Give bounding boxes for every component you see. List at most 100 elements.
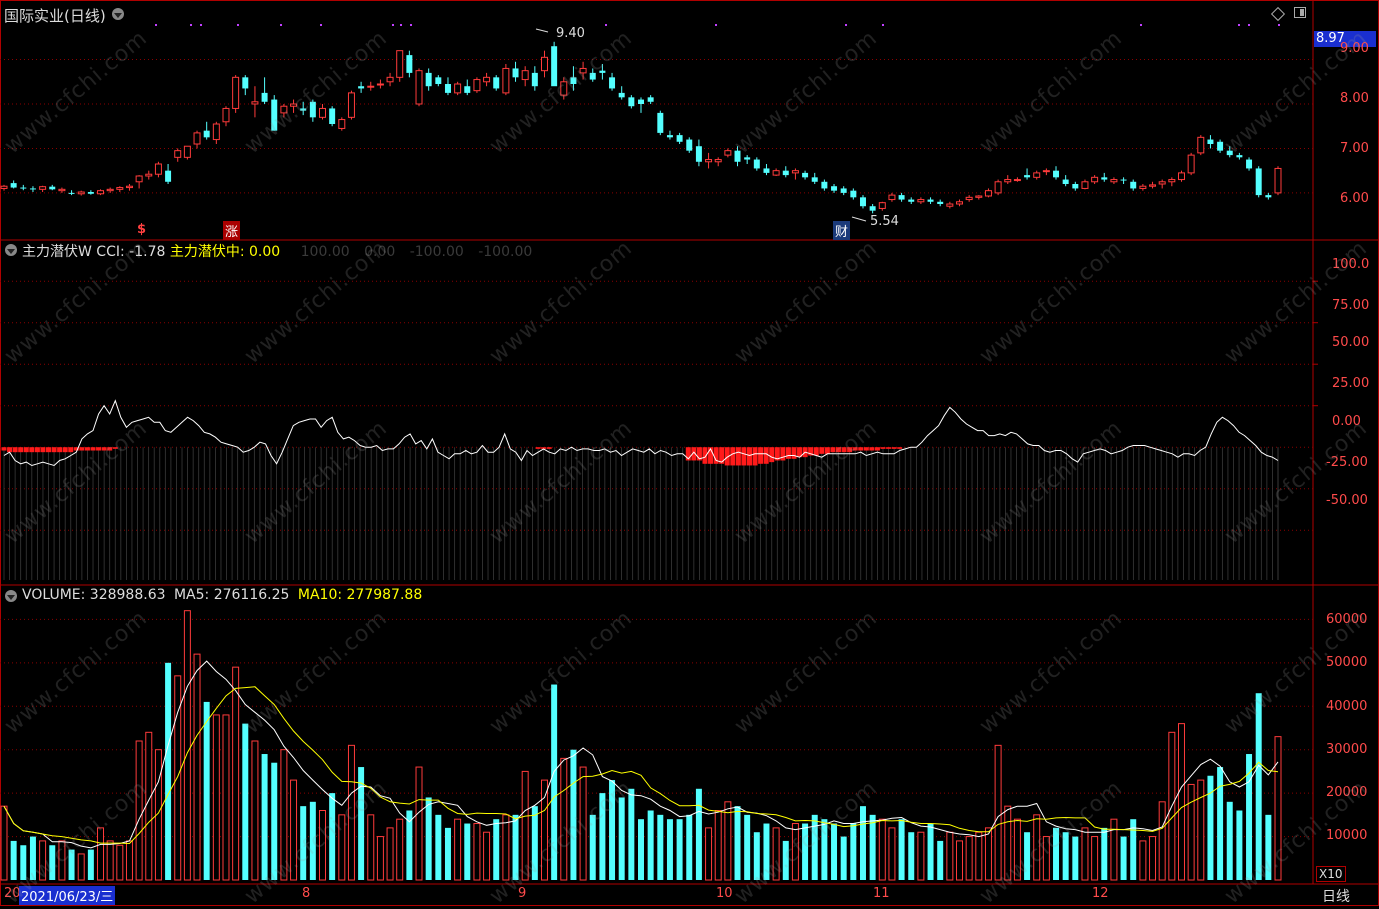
volume-tick-label: 20000 <box>1326 785 1368 800</box>
ma10-value: 277987.88 <box>346 587 423 603</box>
cci-dropdown-icon[interactable] <box>5 244 17 256</box>
volume-bar <box>1255 693 1262 880</box>
volume-unit-label: X10 <box>1316 866 1346 882</box>
volume-bar <box>975 831 983 881</box>
candle-body <box>888 194 896 201</box>
cci-indicator-name: 主力潜伏W <box>22 244 92 260</box>
period-switch-button[interactable]: 日线 <box>1322 889 1350 905</box>
volume-bar <box>753 832 760 880</box>
volume-bar <box>1274 736 1282 881</box>
candle-body <box>1177 172 1185 181</box>
period-label: (日线) <box>64 7 106 25</box>
candle-body <box>589 72 596 80</box>
volume-bar <box>386 827 394 881</box>
cci-red-bar <box>18 447 24 453</box>
volume-bar <box>802 823 809 880</box>
signal-marker-cai: 财 <box>833 221 851 240</box>
volume-bar <box>859 806 866 880</box>
volume-bar <box>483 831 491 881</box>
candle-body <box>203 130 210 138</box>
volume-bar <box>242 723 249 880</box>
candle-body <box>1149 184 1157 187</box>
ma5-label: MA5: <box>173 587 210 603</box>
latent-value: 0.00 <box>249 244 281 260</box>
candle-body <box>1053 170 1060 178</box>
volume-bar <box>888 827 896 881</box>
candle-body <box>638 99 644 104</box>
candle-body <box>1091 176 1099 183</box>
volume-bar <box>540 779 548 881</box>
candle-body <box>154 163 162 175</box>
volume-bar <box>396 818 404 881</box>
cci-red-bar <box>897 447 903 449</box>
cci-red-bar <box>847 447 853 453</box>
candle-body <box>376 83 384 86</box>
candle-body <box>49 186 56 190</box>
cci-red-bar <box>724 447 730 466</box>
candle-body <box>1062 179 1069 184</box>
cci-red-bar <box>546 447 552 449</box>
cci-red-bar <box>535 447 541 449</box>
cci-header: 主力潜伏W CCI: -1.78 主力潜伏中: 0.00 100.00 0.00… <box>22 241 532 261</box>
volume-bar <box>125 840 133 881</box>
title-dropdown-icon[interactable] <box>112 8 124 20</box>
volume-bar <box>850 823 857 880</box>
cci-red-bar <box>891 447 897 449</box>
candle-body <box>570 77 577 84</box>
volume-bar <box>1110 818 1118 881</box>
signal-dot <box>1248 24 1250 26</box>
volume-tick-label: 60000 <box>1326 612 1368 627</box>
ma5-value: 276116.25 <box>213 587 290 603</box>
cci-red-bar <box>835 447 842 453</box>
volume-bar <box>290 779 298 881</box>
signal-marker-dollar: $ <box>137 222 147 237</box>
candle-body <box>917 199 925 203</box>
volume-bar <box>1091 836 1099 881</box>
candle-body <box>454 83 462 94</box>
high-pointer <box>535 28 549 33</box>
volume-label: VOLUME: <box>22 587 86 603</box>
signal-dot <box>410 24 412 26</box>
volume-bar <box>358 767 365 880</box>
candle-body <box>705 159 713 163</box>
volume-bar <box>493 819 500 880</box>
candle-body <box>695 146 702 162</box>
cci-tick-label: 0.00 <box>1332 414 1361 429</box>
cci-red-bar <box>51 447 57 453</box>
signal-dot <box>280 24 282 26</box>
volume-bar <box>994 744 1002 881</box>
candle-body <box>58 188 66 192</box>
cci-red-bar <box>774 447 780 461</box>
candle-body <box>116 187 124 190</box>
volume-dropdown-icon[interactable] <box>5 590 17 602</box>
volume-bar <box>425 797 432 880</box>
signal-dot <box>320 24 322 26</box>
candle-body <box>1081 181 1089 189</box>
cci-red-bar <box>12 447 18 453</box>
cci-red-bar <box>79 447 85 451</box>
volume-bar <box>271 762 278 880</box>
volume-bar <box>1149 836 1157 881</box>
price-tick-label: 6.00 <box>1340 191 1369 206</box>
volume-bar <box>618 797 625 880</box>
volume-bar <box>116 844 124 881</box>
cci-red-bar <box>1 447 7 451</box>
candle-body <box>300 108 307 111</box>
window-toggle-icon[interactable] <box>1294 7 1306 18</box>
candle-body <box>791 170 799 174</box>
candle-body <box>869 206 876 211</box>
candle-body <box>1255 168 1262 196</box>
volume-bar <box>570 749 577 880</box>
candle-body <box>435 77 442 84</box>
candle-body <box>232 76 240 109</box>
candle-body <box>1187 154 1195 174</box>
cci-label: CCI: <box>96 244 125 260</box>
candle-body <box>686 139 693 151</box>
volume-bar <box>183 610 191 881</box>
volume-bar <box>1197 779 1205 881</box>
cci-red-bar <box>96 447 102 451</box>
candle-body <box>20 187 27 189</box>
volume-bar <box>937 840 944 880</box>
volume-bar <box>946 831 954 881</box>
